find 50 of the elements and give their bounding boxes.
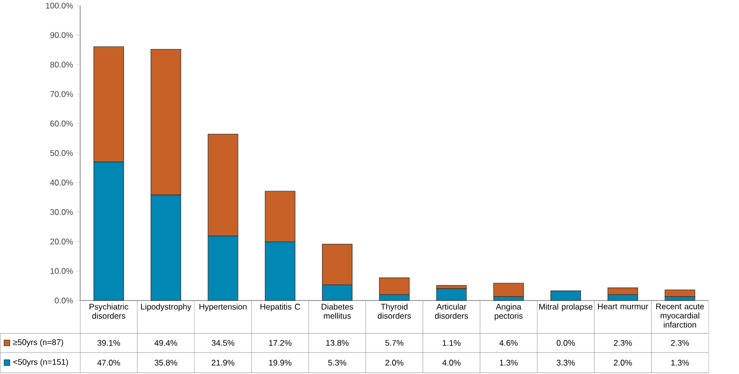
y-tick-label: 90.0% [50, 32, 73, 38]
data-label: 21.9% [212, 360, 234, 366]
x-tick-label: Hypertension [200, 304, 247, 312]
data-label: 1.1% [442, 340, 461, 346]
x-tick-label: Recent acute myocardial infarction [656, 304, 704, 328]
y-tick-label: 100.0% [46, 2, 73, 9]
x-tick-label: Thyroid disorders [378, 304, 411, 319]
data-label: 34.5% [212, 340, 234, 346]
data-label: 47.0% [97, 360, 120, 366]
legend-label: ≥50yrs (n=87) [13, 339, 64, 347]
data-label: 5.3% [328, 360, 346, 366]
bar [664, 290, 696, 298]
data-label: 2.0% [614, 360, 632, 366]
bar [550, 290, 581, 301]
data-label: 3.3% [556, 360, 575, 366]
y-tick-label: 20.0% [50, 238, 73, 245]
x-tick-label: Diabetes mellitus [322, 304, 354, 319]
data-label: 4.0% [442, 360, 461, 366]
y-tick-label: 60.0% [50, 120, 73, 127]
data-label: 2.0% [385, 360, 404, 366]
bar [493, 282, 524, 298]
x-tick-label: Angina pectoris [494, 304, 523, 321]
data-label: 13.8% [326, 340, 349, 346]
y-tick-label: 70.0% [50, 91, 73, 98]
data-label: 17.2% [269, 340, 292, 346]
x-tick-label: Hepatitis C [260, 304, 300, 312]
data-label: 49.4% [154, 340, 178, 346]
y-tick-label: 30.0% [50, 209, 73, 216]
y-tick-label: 40.0% [50, 180, 73, 186]
data-label: 39.1% [97, 340, 120, 346]
x-tick-label: Articular disorders [434, 304, 468, 319]
data-label: 4.6% [499, 340, 518, 346]
y-tick-label: 80.0% [50, 62, 73, 68]
x-tick-label: Heart murmur [598, 304, 648, 310]
data-label: 0.0% [556, 340, 575, 346]
x-tick-label: Lipodystrophy [141, 304, 192, 312]
data-label: 35.8% [154, 360, 178, 366]
legend-label: <50yrs (n=151) [13, 358, 68, 367]
y-tick-label: 0.0% [54, 298, 73, 304]
data-label: 1.3% [500, 360, 518, 366]
data-label: 2.3% [671, 340, 689, 346]
bar [436, 288, 467, 301]
data-label: 19.9% [269, 360, 292, 366]
data-label: 5.7% [385, 340, 404, 346]
y-tick-label: 50.0% [50, 150, 73, 156]
x-tick-label: Mitral prolapse [539, 304, 592, 312]
data-label: 2.3% [614, 340, 632, 346]
x-tick-label: Psychiatric disorders [90, 304, 128, 319]
y-tick-label: 10.0% [50, 268, 73, 274]
data-label: 1.3% [671, 360, 689, 366]
